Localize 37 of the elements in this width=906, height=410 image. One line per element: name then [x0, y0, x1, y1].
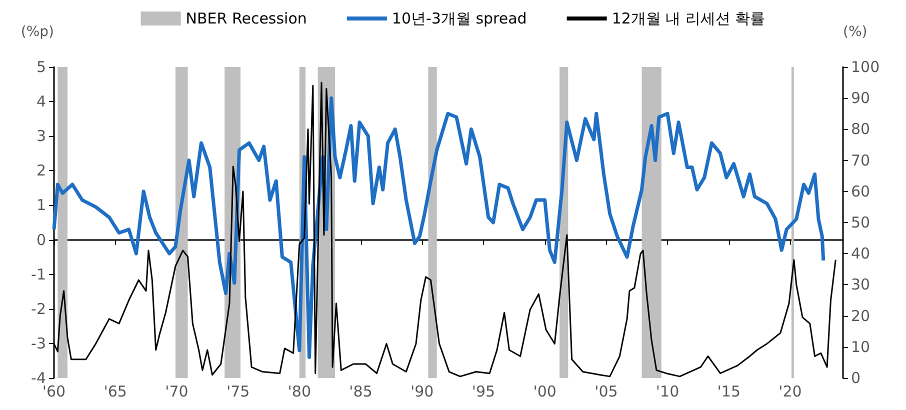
y-tick-label: -1 — [31, 265, 46, 284]
y2-tick-label: 50 — [851, 214, 870, 232]
y2-tick-label: 80 — [851, 120, 870, 138]
x-tick-label: '95 — [472, 382, 496, 400]
y2-tick-label: 40 — [851, 244, 870, 263]
legend-label: NBER Recession — [186, 10, 307, 28]
y-tick-label: 0 — [36, 230, 46, 249]
x-tick-label: '85 — [349, 382, 372, 400]
y2-tick-label: 20 — [851, 306, 870, 325]
x-tick-label: '65 — [104, 382, 127, 400]
y-tick-label: 3 — [36, 127, 46, 146]
y2-tick-label: 60 — [851, 182, 870, 200]
y-tick-label: -2 — [31, 300, 46, 318]
y-tick-label: 4 — [36, 92, 46, 111]
x-tick-label: '70 — [165, 382, 188, 400]
y2-tick-label: 0 — [851, 369, 861, 387]
y-axis-title: (%p) — [20, 24, 54, 40]
x-tick-label: '15 — [717, 382, 740, 400]
y-tick-label: 2 — [36, 162, 46, 180]
legend-label: 10년-3개월 spread — [392, 10, 527, 28]
x-tick-label: '05 — [594, 382, 618, 400]
y-tick-label: -3 — [31, 334, 46, 352]
y2-tick-label: 10 — [851, 338, 870, 356]
x-tick-label: '00 — [533, 382, 556, 400]
x-tick-label: '10 — [656, 382, 680, 400]
x-tick-label: '75 — [226, 382, 250, 400]
y2-tick-label: 100 — [851, 58, 880, 76]
y2-tick-label: 90 — [851, 89, 870, 108]
legend-label: 12개월 내 리세션 확률 — [612, 10, 766, 28]
x-tick-label: '80 — [288, 382, 312, 400]
y-tick-label: 5 — [36, 58, 46, 76]
y-tick-label: 1 — [36, 196, 46, 214]
y2-tick-label: 70 — [851, 151, 870, 170]
y2-tick-label: 30 — [851, 276, 870, 294]
x-tick-label: '90 — [410, 382, 434, 400]
y2-axis-title: (%) — [843, 24, 868, 40]
x-tick-label: '20 — [778, 382, 802, 400]
